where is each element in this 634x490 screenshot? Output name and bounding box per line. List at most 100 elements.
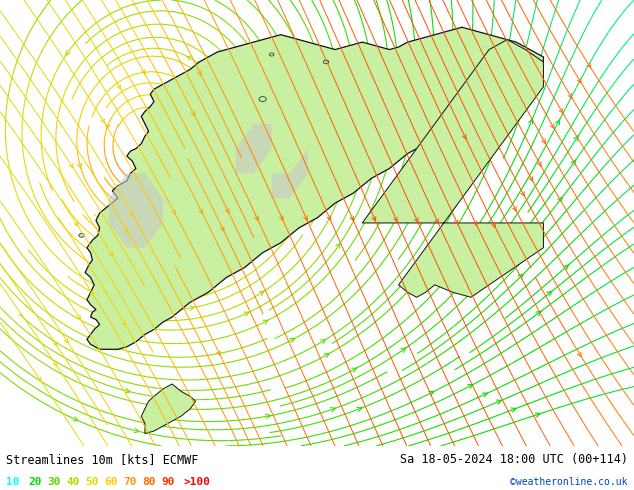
- FancyArrowPatch shape: [435, 219, 438, 223]
- FancyArrowPatch shape: [496, 400, 501, 404]
- Ellipse shape: [79, 233, 84, 237]
- FancyArrowPatch shape: [244, 312, 249, 316]
- FancyArrowPatch shape: [304, 216, 307, 220]
- FancyArrowPatch shape: [205, 168, 209, 173]
- FancyArrowPatch shape: [37, 377, 41, 381]
- Text: 20: 20: [29, 477, 42, 487]
- FancyArrowPatch shape: [396, 210, 401, 215]
- FancyArrowPatch shape: [74, 221, 78, 226]
- FancyArrowPatch shape: [403, 278, 407, 283]
- FancyArrowPatch shape: [154, 281, 158, 286]
- Ellipse shape: [259, 97, 266, 101]
- FancyArrowPatch shape: [327, 216, 331, 220]
- Text: 40: 40: [67, 477, 80, 487]
- FancyArrowPatch shape: [309, 140, 314, 145]
- FancyArrowPatch shape: [200, 145, 205, 149]
- FancyArrowPatch shape: [126, 389, 130, 393]
- FancyArrowPatch shape: [578, 352, 581, 356]
- FancyArrowPatch shape: [101, 119, 105, 123]
- FancyArrowPatch shape: [495, 93, 500, 98]
- FancyArrowPatch shape: [336, 243, 340, 248]
- FancyArrowPatch shape: [141, 70, 145, 74]
- FancyArrowPatch shape: [266, 414, 270, 418]
- FancyArrowPatch shape: [521, 192, 524, 196]
- Polygon shape: [272, 148, 308, 198]
- FancyArrowPatch shape: [235, 68, 240, 73]
- FancyArrowPatch shape: [187, 56, 191, 60]
- FancyArrowPatch shape: [73, 416, 78, 421]
- Text: Sa 18-05-2024 18:00 UTC (00+114): Sa 18-05-2024 18:00 UTC (00+114): [399, 453, 628, 466]
- FancyArrowPatch shape: [574, 136, 578, 141]
- FancyArrowPatch shape: [240, 115, 243, 120]
- FancyArrowPatch shape: [538, 162, 541, 166]
- FancyArrowPatch shape: [535, 413, 540, 417]
- FancyArrowPatch shape: [550, 124, 554, 128]
- FancyArrowPatch shape: [529, 119, 533, 124]
- Text: ©weatheronline.co.uk: ©weatheronline.co.uk: [510, 477, 628, 487]
- FancyArrowPatch shape: [547, 291, 552, 296]
- FancyArrowPatch shape: [429, 392, 434, 395]
- FancyArrowPatch shape: [261, 153, 266, 159]
- FancyArrowPatch shape: [406, 138, 411, 143]
- Text: 30: 30: [48, 477, 61, 487]
- FancyArrowPatch shape: [255, 216, 258, 220]
- FancyArrowPatch shape: [558, 197, 562, 202]
- FancyArrowPatch shape: [217, 350, 220, 355]
- FancyArrowPatch shape: [541, 139, 545, 143]
- FancyArrowPatch shape: [129, 212, 133, 216]
- Text: 90: 90: [162, 477, 175, 487]
- FancyArrowPatch shape: [350, 216, 354, 220]
- FancyArrowPatch shape: [290, 339, 295, 343]
- FancyArrowPatch shape: [259, 291, 264, 295]
- FancyArrowPatch shape: [528, 84, 533, 90]
- FancyArrowPatch shape: [564, 265, 569, 270]
- FancyArrowPatch shape: [587, 63, 590, 68]
- FancyArrowPatch shape: [467, 248, 472, 253]
- FancyArrowPatch shape: [221, 226, 224, 231]
- FancyArrowPatch shape: [555, 120, 560, 125]
- FancyArrowPatch shape: [526, 252, 530, 257]
- FancyArrowPatch shape: [247, 44, 252, 49]
- Polygon shape: [85, 27, 543, 349]
- FancyArrowPatch shape: [65, 50, 70, 56]
- FancyArrowPatch shape: [280, 216, 283, 220]
- FancyArrowPatch shape: [468, 385, 473, 389]
- Polygon shape: [362, 40, 543, 297]
- FancyArrowPatch shape: [106, 124, 110, 129]
- FancyArrowPatch shape: [172, 166, 176, 172]
- FancyArrowPatch shape: [339, 113, 344, 118]
- Text: 70: 70: [124, 477, 137, 487]
- FancyArrowPatch shape: [519, 274, 523, 279]
- FancyArrowPatch shape: [231, 243, 236, 248]
- FancyArrowPatch shape: [134, 428, 139, 433]
- FancyArrowPatch shape: [482, 393, 488, 397]
- FancyArrowPatch shape: [536, 311, 541, 316]
- FancyArrowPatch shape: [474, 221, 477, 225]
- FancyArrowPatch shape: [199, 209, 202, 214]
- FancyArrowPatch shape: [415, 218, 418, 222]
- FancyArrowPatch shape: [198, 71, 201, 75]
- FancyArrowPatch shape: [115, 346, 120, 350]
- FancyArrowPatch shape: [511, 408, 516, 412]
- FancyArrowPatch shape: [568, 94, 572, 98]
- Text: 60: 60: [105, 477, 118, 487]
- FancyArrowPatch shape: [578, 78, 581, 83]
- FancyArrowPatch shape: [387, 71, 392, 75]
- Text: 10: 10: [6, 477, 20, 487]
- FancyArrowPatch shape: [53, 362, 56, 366]
- FancyArrowPatch shape: [394, 217, 398, 221]
- FancyArrowPatch shape: [325, 353, 329, 358]
- FancyArrowPatch shape: [513, 206, 516, 211]
- FancyArrowPatch shape: [529, 176, 533, 181]
- FancyArrowPatch shape: [455, 220, 458, 224]
- FancyArrowPatch shape: [190, 306, 194, 310]
- FancyArrowPatch shape: [157, 299, 161, 303]
- FancyArrowPatch shape: [172, 210, 176, 214]
- Text: >100: >100: [184, 477, 211, 487]
- FancyArrowPatch shape: [330, 408, 335, 412]
- FancyArrowPatch shape: [65, 339, 68, 343]
- FancyArrowPatch shape: [117, 84, 120, 89]
- FancyArrowPatch shape: [124, 227, 127, 232]
- FancyArrowPatch shape: [463, 134, 466, 139]
- FancyArrowPatch shape: [357, 408, 362, 412]
